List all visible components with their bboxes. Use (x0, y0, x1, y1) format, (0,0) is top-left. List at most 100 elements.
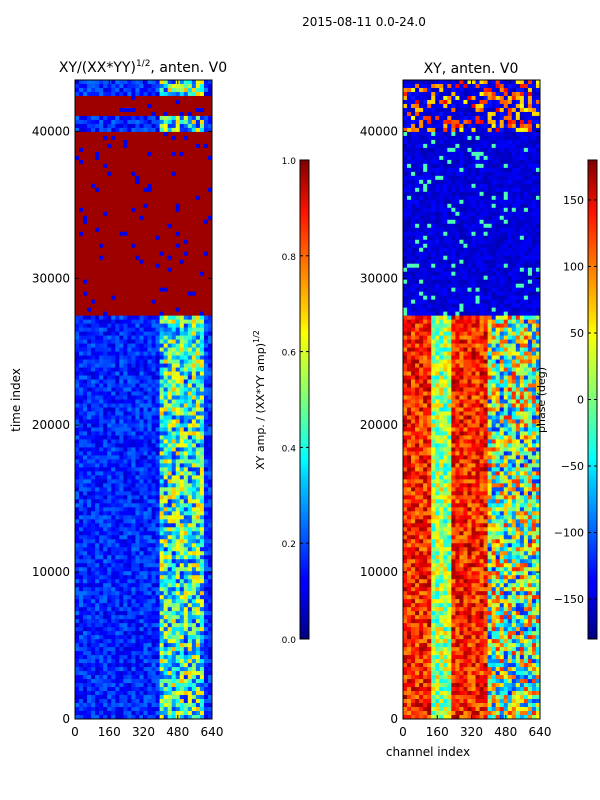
amplitude-heatmap-cell (147, 191, 152, 197)
amplitude-heatmap-cell (191, 247, 197, 253)
amplitude-heatmap-cell (87, 451, 92, 456)
amplitude-heatmap-cell (95, 591, 100, 596)
amplitude-heatmap-cell (75, 583, 80, 588)
amplitude-heatmap-cell (207, 355, 213, 360)
amplitude-heatmap-cell (195, 255, 201, 261)
amplitude-heatmap-cell (175, 299, 181, 305)
amplitude-heatmap-cell (191, 331, 197, 336)
amplitude-heatmap-cell (91, 395, 96, 400)
amplitude-heatmap-cell (91, 411, 96, 416)
amplitude-heatmap-cell (95, 463, 100, 468)
amplitude-heatmap-cell (171, 303, 177, 309)
amplitude-heatmap-cell (191, 279, 197, 285)
amplitude-heatmap-cell (131, 363, 136, 368)
amplitude-heatmap-cell (175, 127, 181, 133)
amplitude-heatmap-cell (103, 527, 108, 532)
amplitude-heatmap-cell (171, 251, 177, 257)
amplitude-heatmap-cell (155, 511, 161, 516)
amplitude-heatmap-cell (135, 631, 140, 636)
amplitude-heatmap-cell (171, 355, 177, 360)
amplitude-heatmap-cell (127, 171, 132, 177)
amplitude-heatmap-cell (183, 131, 189, 137)
amplitude-heatmap-cell (203, 339, 209, 344)
amplitude-heatmap-cell (163, 123, 169, 129)
amplitude-heatmap-cell (207, 451, 213, 456)
amplitude-heatmap-cell (83, 111, 88, 117)
amplitude-heatmap-cell (191, 639, 197, 644)
amplitude-heatmap-cell (87, 95, 92, 101)
amplitude-heatmap-cell (191, 431, 197, 436)
amplitude-heatmap-cell (135, 363, 140, 368)
amplitude-heatmap-cell (79, 331, 84, 336)
amplitude-heatmap-cell (167, 655, 173, 660)
amplitude-heatmap-cell (107, 151, 112, 157)
amplitude-heatmap-cell (183, 643, 189, 648)
amplitude-heatmap-cell (111, 183, 116, 189)
amplitude-heatmap-cell (175, 375, 181, 380)
amplitude-heatmap-cell (135, 407, 140, 412)
amplitude-heatmap-cell (183, 355, 189, 360)
amplitude-heatmap-cell (83, 559, 88, 564)
amplitude-heatmap-cell (155, 435, 161, 440)
amplitude-heatmap-cell (79, 223, 84, 229)
amplitude-heatmap-cell (139, 595, 144, 600)
amplitude-heatmap-cell (195, 343, 201, 348)
amplitude-heatmap-cell (167, 91, 173, 97)
amplitude-heatmap-cell (179, 151, 185, 157)
amplitude-heatmap-cell (191, 323, 197, 329)
amplitude-heatmap-cell (99, 187, 104, 193)
amplitude-heatmap-cell (99, 535, 104, 540)
amplitude-heatmap-cell (135, 199, 140, 205)
amplitude-heatmap-cell (131, 615, 136, 620)
amplitude-heatmap-cell (123, 159, 128, 165)
amplitude-heatmap-cell (171, 367, 177, 372)
amplitude-heatmap-cell (155, 619, 161, 624)
amplitude-heatmap-cell (75, 591, 80, 596)
amplitude-heatmap-cell (99, 663, 104, 668)
amplitude-heatmap-cell (183, 603, 189, 608)
amplitude-heatmap-cell (123, 303, 128, 309)
amplitude-heatmap-cell (119, 463, 124, 468)
amplitude-heatmap-cell (131, 415, 136, 420)
amplitude-heatmap-cell (119, 531, 124, 536)
amplitude-heatmap-cell (163, 95, 169, 101)
amplitude-heatmap-cell (199, 575, 205, 580)
amplitude-heatmap-cell (95, 311, 100, 317)
amplitude-heatmap-cell (83, 263, 88, 269)
amplitude-heatmap-cell (191, 659, 197, 664)
amplitude-heatmap-cell (131, 543, 136, 548)
amplitude-heatmap-cell (203, 135, 209, 141)
amplitude-heatmap-cell (135, 143, 140, 149)
amplitude-heatmap-cell (75, 175, 80, 181)
amplitude-heatmap-cell (95, 443, 100, 448)
amplitude-heatmap-cell (131, 307, 136, 313)
amplitude-heatmap-cell (75, 339, 80, 344)
amplitude-heatmap-cell (115, 359, 120, 364)
amplitude-heatmap-cell (87, 591, 92, 596)
amplitude-heatmap-cell (107, 579, 112, 584)
amplitude-heatmap-cell (139, 275, 144, 281)
amplitude-heatmap-cell (119, 483, 124, 488)
amplitude-heatmap-cell (179, 651, 185, 656)
amplitude-heatmap-cell (151, 131, 156, 137)
amplitude-heatmap-cell (207, 619, 213, 624)
amplitude-heatmap-cell (107, 471, 112, 476)
amplitude-heatmap-cell (139, 263, 144, 269)
amplitude-heatmap-cell (195, 399, 201, 404)
amplitude-heatmap-cell (203, 587, 209, 592)
amplitude-heatmap-cell (95, 347, 100, 352)
amplitude-heatmap-cell (167, 539, 173, 544)
amplitude-heatmap-cell (199, 199, 205, 205)
amplitude-heatmap-cell (199, 475, 205, 480)
amplitude-heatmap-cell (103, 159, 108, 165)
amplitude-heatmap-cell (171, 139, 177, 145)
amplitude-heatmap-cell (199, 231, 205, 237)
amplitude-heatmap-cell (139, 571, 144, 576)
amplitude-heatmap-cell (135, 331, 140, 336)
amplitude-heatmap-cell (199, 651, 205, 656)
amplitude-heatmap-cell (187, 263, 193, 269)
amplitude-heatmap-cell (127, 187, 132, 193)
amplitude-heatmap-cell (131, 571, 136, 576)
amplitude-heatmap-cell (163, 375, 169, 380)
amplitude-heatmap-cell (107, 603, 112, 608)
